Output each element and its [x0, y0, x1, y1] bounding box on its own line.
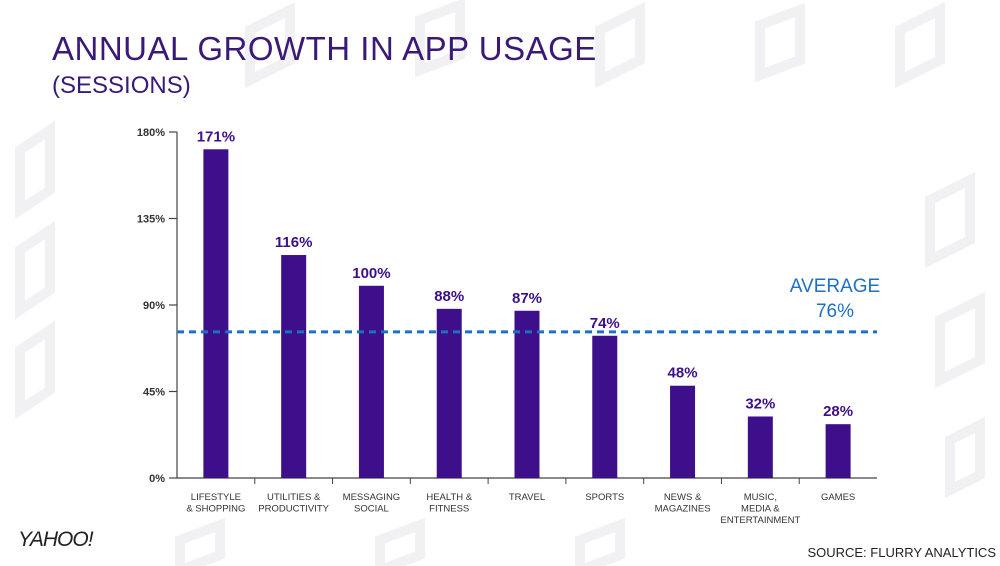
x-category-label: MEDIA &: [741, 504, 780, 515]
x-category-label: & SHOPPING: [186, 504, 245, 515]
bar: [358, 285, 384, 478]
bar: [592, 335, 618, 478]
bar: [825, 424, 851, 478]
y-tick-label: 0%: [149, 473, 165, 485]
bar: [436, 308, 462, 478]
chart-subtitle: (SESSIONS): [52, 72, 191, 99]
x-category-label: LIFESTYLE: [191, 492, 241, 503]
y-tick-label: 90%: [143, 300, 165, 312]
bar-value-label: 88%: [434, 288, 464, 305]
y-tick-label: 135%: [137, 214, 165, 226]
chart-title: ANNUAL GROWTH IN APP USAGE: [52, 30, 597, 67]
bar-value-label: 28%: [823, 403, 853, 420]
x-category-label: MUSIC,: [744, 492, 777, 503]
x-category-label: FITNESS: [429, 504, 469, 515]
average-label-title: AVERAGE: [789, 276, 881, 297]
average-label-value: 76%: [815, 301, 855, 322]
source-note: SOURCE: FLURRY ANALYTICS: [807, 545, 996, 560]
x-category-label: GAMES: [821, 492, 855, 503]
yahoo-logo: YAHOO!: [18, 528, 94, 551]
bar-value-label: 171%: [197, 128, 235, 145]
bar-value-label: 74%: [590, 315, 620, 332]
y-tick-label: 45%: [143, 387, 165, 399]
bar: [514, 310, 540, 478]
bar-value-label: 48%: [668, 365, 698, 382]
x-category-label: SPORTS: [585, 492, 624, 503]
x-category-label: NEWS &: [664, 492, 702, 503]
bar: [747, 416, 773, 478]
bar: [281, 255, 307, 478]
x-category-label: PRODUCTIVITY: [258, 504, 329, 515]
x-category-label: MESSAGING: [343, 492, 401, 503]
x-category-label: HEALTH &: [426, 492, 472, 503]
bar-value-label: 100%: [352, 265, 390, 282]
x-category-label: UTILITIES &: [267, 492, 321, 503]
bar-value-label: 32%: [745, 395, 775, 412]
bar-value-label: 116%: [275, 234, 313, 251]
bar-value-label: 87%: [512, 290, 542, 307]
x-category-label: TRAVEL: [509, 492, 545, 503]
x-category-label: SOCIAL: [354, 504, 389, 515]
y-tick-label: 180%: [137, 127, 165, 139]
x-category-label: MAGAZINES: [655, 504, 711, 515]
bar: [203, 149, 229, 479]
bar: [670, 385, 696, 478]
x-category-label: ENTERTAINMENT: [720, 515, 800, 526]
